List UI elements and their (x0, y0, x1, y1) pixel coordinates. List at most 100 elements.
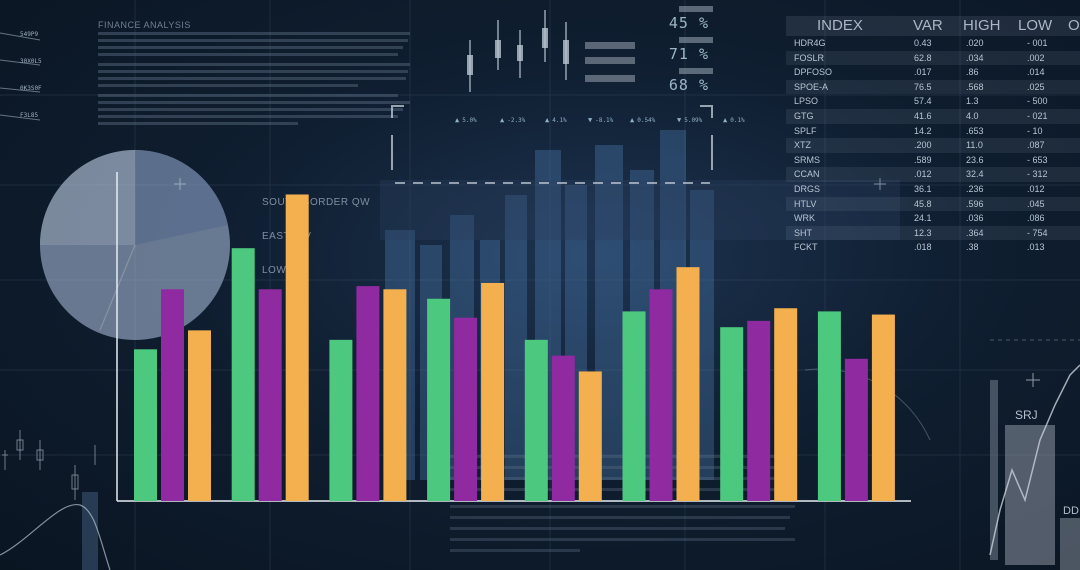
index-table-cell: HDR4G (794, 38, 826, 48)
bar-3-2 (285, 194, 309, 502)
index-table-cell: 57.4 (914, 96, 932, 107)
index-table-cell: DPFOSO (794, 67, 833, 78)
index-table-row: FCKT .018 .38 .013 (786, 240, 1080, 255)
index-table-cell: .025 (1027, 81, 1045, 92)
index-table-cell: .012 (1027, 183, 1045, 194)
side-label: DD (1063, 505, 1079, 517)
index-table-cell: .596 (966, 198, 984, 209)
index-table-cell: .045 (1027, 198, 1045, 209)
index-table-body: HDR4G 0.43 .020 - 001 FOSLR 62.8 .034 .002 DPFOS… (786, 36, 1080, 255)
bar-2-1 (161, 289, 184, 501)
index-table-cell: - 754 (1027, 227, 1048, 238)
index-table-cell: 76.5 (914, 81, 932, 92)
index-table-cell: .653 (966, 125, 984, 136)
ticker-item: ▲ 0.54% (630, 116, 656, 124)
percent-tag (679, 6, 713, 12)
bar-3-1 (188, 330, 211, 501)
left-label: 0K3S0F (20, 85, 42, 92)
left-label: F3L85 (20, 112, 39, 119)
index-table-cell: 4.0 (966, 110, 979, 121)
column-header: VAR (913, 17, 943, 34)
index-table-cell: 23.6 (966, 154, 984, 165)
index-table-cell: .589 (914, 154, 932, 165)
bar-2-3 (356, 286, 380, 501)
index-table-row: SHT 12.3 .364 - 754 (786, 225, 1080, 241)
overlay-label: SOUTH BORDER QW (262, 197, 371, 208)
percent-panel: 45 % 71 % 68 % (640, 6, 715, 99)
index-table-cell: 36.1 (914, 183, 932, 194)
index-table-cell: .018 (914, 242, 932, 253)
column-header: LOW (1018, 17, 1053, 34)
column-header: HIGH (963, 17, 1001, 34)
index-table-cell: FCKT (794, 242, 818, 253)
index-table-cell: 45.8 (914, 198, 932, 209)
index-table-cell: - 500 (1027, 96, 1048, 107)
percent-value: 68 % (668, 76, 709, 94)
index-table-cell: 32.4 (966, 169, 984, 180)
index-table-row: HTLV 45.8 .596 .045 (786, 196, 1080, 212)
ticker-item: ▲ 4.1% (545, 116, 567, 124)
ticker-arrow-icon: ▲ (723, 116, 728, 124)
bar-1-5 (524, 339, 548, 501)
index-table-cell: 24.1 (914, 213, 932, 224)
bar-2-7 (747, 320, 771, 501)
index-table-cell: .236 (966, 183, 984, 194)
percent-tag (679, 37, 713, 43)
bar-1-8 (817, 311, 841, 501)
bar-3-4 (481, 282, 505, 501)
ticker-item: ▲ 0.1% (723, 116, 745, 124)
index-table-cell: - 001 (1027, 38, 1048, 48)
index-table-row: DPFOSO .017 .86 .014 (786, 65, 1080, 80)
side-label: SRJ (1015, 408, 1038, 422)
index-table: INDEX VAR HIGH LOW OI HDR4G 0.43 .020 - 001… (786, 16, 1080, 255)
index-table-cell: 41.6 (914, 110, 932, 121)
ticker-arrow-icon: ▼ (588, 116, 593, 124)
bar-2-5 (551, 355, 575, 501)
ticker-item: ▼ 5.09% (677, 116, 703, 124)
index-table-cell: 0.43 (914, 38, 932, 48)
index-table-cell: - 312 (1027, 169, 1048, 180)
index-table-cell: SPOE-A (794, 81, 829, 92)
index-table-cell: 62.8 (914, 52, 932, 63)
index-table-row: SPLF 14.2 .653 - 10 (786, 124, 1080, 139)
index-table-cell: 14.2 (914, 125, 932, 136)
index-table-row: WRK 24.1 .036 .086 (786, 211, 1080, 226)
index-table-cell: DRGS (794, 183, 821, 194)
index-table-cell: .86 (966, 67, 979, 78)
index-table-cell: LPSO (794, 96, 819, 107)
bar-3-5 (578, 371, 602, 501)
index-table-cell: .086 (1027, 213, 1045, 224)
bar-2-2 (258, 289, 282, 501)
bar-1-2 (231, 248, 255, 501)
index-table-cell: HTLV (794, 198, 817, 209)
index-table-cell: - 653 (1027, 154, 1048, 165)
left-label: 30X0L5 (20, 58, 42, 65)
ticker-arrow-icon: ▲ (500, 116, 505, 124)
percent-item: 71 % (640, 37, 715, 68)
index-table-row: SRMS .589 23.6 - 653 (786, 153, 1080, 168)
bar-2-6 (649, 289, 673, 501)
index-table-cell: .013 (1027, 242, 1045, 253)
bar-1-7 (720, 327, 744, 501)
percent-item: 68 % (640, 68, 715, 99)
index-table-row: DRGS 36.1 .236 .012 (786, 182, 1080, 197)
index-table-cell: - 10 (1027, 125, 1043, 136)
bar-3-3 (383, 289, 407, 501)
bar-2-8 (844, 358, 868, 501)
percent-value: 71 % (668, 45, 709, 63)
index-table-cell: GTG (794, 110, 814, 121)
index-table-cell: .38 (966, 242, 979, 253)
index-table-cell: .034 (966, 52, 984, 63)
bar-2-4 (454, 317, 478, 501)
index-table-cell: 11.0 (966, 140, 983, 151)
bar-3-6 (676, 267, 700, 501)
index-table-cell: .002 (1027, 52, 1045, 63)
percent-item: 45 % (640, 6, 715, 37)
ticker-arrow-icon: ▼ (677, 116, 682, 124)
overlay-label: LOW... (262, 265, 296, 276)
index-table-cell: .036 (966, 213, 984, 224)
index-table-header: INDEX VAR HIGH LOW OI (786, 16, 1080, 36)
index-table-cell: 1.3 (966, 96, 979, 107)
bar-1-4 (427, 298, 451, 501)
